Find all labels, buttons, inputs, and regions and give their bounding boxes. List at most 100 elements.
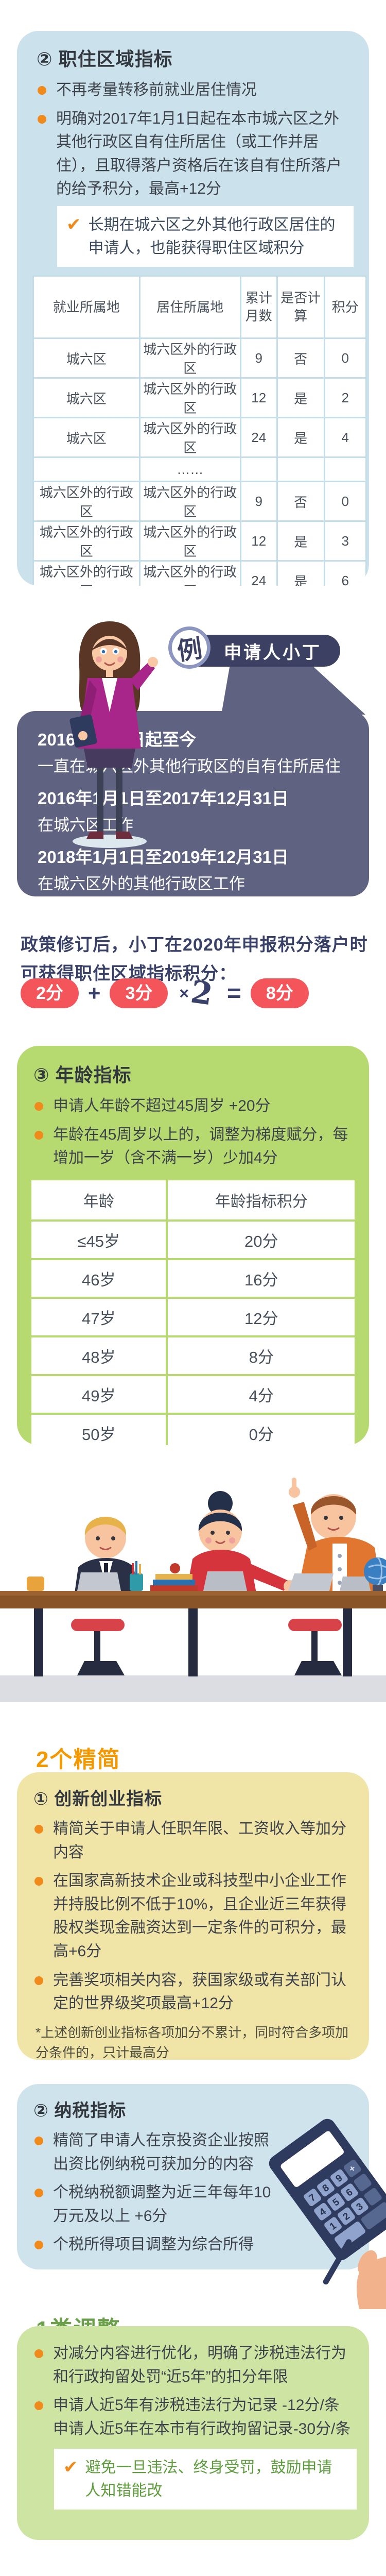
bullet-text: 对减分内容进行优化，明确了涉税违法行为和行政拘留处罚“近5年”的扣分年限 (53, 2345, 346, 2385)
tax-bullets: 精简了申请人在京投资企业按照出资比例纳税可获加分的内容 个税纳税额调整为近三年每… (29, 2129, 357, 2257)
bullet-text: 年龄在45周岁以上的，调整为梯度赋分，每增加一岁（含不满一岁）少加4分 (53, 1126, 348, 1167)
zhizhu-table: 就业所属地 居住所属地 累计月数 是否计算 积分 城六区 城六区外的行政区 9 否 0 … (32, 275, 367, 586)
cell: 否 (276, 481, 325, 522)
cell: 4 (323, 417, 367, 459)
column-header: 积分 (323, 275, 367, 340)
cell: 49岁 (29, 1374, 168, 1415)
cell: 城六区外的行政区 (138, 481, 241, 522)
policy-note: 政策修订后，小丁在2020年申报积分落户时可获得职住区域指标积分： (21, 935, 368, 984)
jingjian-heading: 2个精简 (36, 1747, 121, 1772)
equals-operator: = (226, 979, 241, 1007)
table-row: ≤45岁 20分 (29, 1219, 357, 1260)
bullet-text: 精简关于申请人任职年限、工资收入等加分内容 (53, 1820, 346, 1861)
cell: 48岁 (29, 1335, 168, 1376)
bullet-text: 完善奖项相关内容，获国家级或有关部门认定的世界级奖项最高+12分 (53, 1971, 346, 2012)
bullet-text: 申请人年龄不超过45周岁 +20分 (53, 1097, 271, 1114)
column-header: 年龄 (29, 1178, 168, 1222)
list-item: 个税所得项目调整为综合所得 (29, 2233, 290, 2257)
list-item: 申请人年龄不超过45周岁 +20分 (29, 1094, 357, 1118)
score-pill: 3分 (110, 978, 168, 1008)
cell (276, 456, 325, 483)
adjust-bullets: 对减分内容进行优化，明确了涉税违法行为和行政拘留处罚“近5年”的扣分年限 申请人… (29, 2342, 357, 2441)
cell: 0 (323, 337, 367, 379)
innovation-title: ① 创新创业指标 (33, 1789, 163, 1809)
cell: 24 (239, 560, 278, 586)
score-formula: 2分 + 3分 × 2 = 8分 (21, 974, 309, 1013)
age-table: 年龄 年龄指标积分 ≤45岁 20分 46岁 16分 47岁 12分 48岁 8分 49… (29, 1178, 357, 1445)
zhizhu-highlight-box: ✔ 长期在城六区之外其他行政区居住的申请人，也能获得职住区域积分 (57, 206, 354, 267)
zhizhu-card: ② 职住区域指标 不再考量转移前就业居住情况 明确对2017年1月1日起在本市城… (17, 31, 369, 586)
cell: 城六区外的行政区 (138, 417, 241, 459)
cell: 12 (239, 377, 278, 419)
multiplier: 2 (188, 974, 215, 1013)
table-row: …… (32, 456, 367, 483)
cell: 12 (239, 520, 278, 562)
column-header: 是否计算 (276, 275, 325, 340)
cell: 城六区外的行政区 (138, 377, 241, 419)
bullet-text: 在国家高新技术企业或科技型中小企业工作并持股比例不低于10%，且企业近三年获得股… (53, 1872, 347, 1960)
cell: 城六区 (32, 377, 141, 419)
cell: …… (138, 456, 241, 483)
innovation-card: ① 创新创业指标 精简关于申请人任职年限、工资收入等加分内容 在国家高新技术企业… (17, 1772, 369, 2060)
cell: 城六区外的行政区 (138, 337, 241, 379)
cell: 0 (323, 481, 367, 522)
zhizhu-bullets: 不再考量转移前就业居住情况 明确对2017年1月1日起在本市城六区之外其他行政区… (32, 78, 354, 201)
bullet-text: 申请人近5年有涉税违法行为记录 -12分/条 申请人近5年在本市有行政拘留记录-… (53, 2397, 351, 2437)
cell: 2 (323, 377, 367, 419)
table-row: 48岁 8分 (29, 1335, 357, 1376)
zhizhu-title: ② 职住区域指标 (37, 48, 173, 70)
table-row: 城六区外的行政区城六区外的行政区24是6 (32, 560, 367, 586)
list-item: 申请人近5年有涉税违法行为记录 -12分/条 申请人近5年在本市有行政拘留记录-… (29, 2394, 357, 2441)
score-pill: 8分 (250, 978, 309, 1008)
column-header: 居住所属地 (138, 275, 241, 340)
cell (323, 456, 367, 483)
table-row: 46岁 16分 (29, 1258, 357, 1299)
cell: 城六区 (32, 337, 141, 379)
presenter-woman-illustration (69, 621, 158, 848)
cell: 20分 (166, 1219, 357, 1260)
list-item: 精简了申请人在京投资企业按照出资比例纳税可获加分的内容 (29, 2129, 274, 2176)
list-item: 精简关于申请人任职年限、工资收入等加分内容 (29, 1817, 357, 1864)
age-bullets: 申请人年龄不超过45周岁 +20分 年龄在45周岁以上的，调整为梯度赋分，每增加… (29, 1094, 357, 1170)
table-row: 城六区外的行政区 城六区外的行政区 9 否 0 (32, 481, 367, 522)
list-item: 在国家高新技术企业或科技型中小企业工作并持股比例不低于10%，且企业近三年获得股… (29, 1869, 357, 1963)
highlight-text: 避免一旦违法、终身受罚，鼓励申请人知错能改 (85, 2459, 332, 2500)
cell: 47岁 (29, 1296, 168, 1337)
cell: 8分 (166, 1335, 357, 1376)
check-icon: ✔ (63, 2458, 78, 2478)
cell: 9 (239, 337, 278, 379)
tax-title: ② 纳税指标 (33, 2101, 127, 2121)
table-row: 城六区外的行政区 城六区外的行政区 12 是 3 (32, 520, 367, 562)
cell: 3 (323, 520, 367, 562)
score-pill: 2分 (21, 978, 79, 1008)
innovation-note: *上述创新创业指标各项加分不累计，同时符合多项加分条件的，只计最高分 (36, 2024, 349, 2060)
check-icon: ✔ (66, 214, 81, 234)
list-item: 对减分内容进行优化，明确了涉税违法行为和行政拘留处罚“近5年”的扣分年限 (29, 2342, 357, 2388)
cell: 12分 (166, 1296, 357, 1337)
example-circle-icon: 例 (165, 623, 214, 672)
age-title: ③ 年龄指标 (33, 1064, 132, 1086)
table-row: 城六区 城六区外的行政区 12 是 2 (32, 377, 367, 419)
highlight-text: 长期在城六区之外其他行政区居住的申请人，也能获得职住区域积分 (88, 216, 336, 257)
table-row: 49岁 4分 (29, 1374, 357, 1415)
table-header-row: 就业所属地 居住所属地 累计月数 是否计算 积分 (32, 275, 367, 340)
column-header: 累计月数 (239, 275, 278, 340)
cell: 4分 (166, 1374, 357, 1415)
times-operator: × (179, 984, 189, 1003)
column-header: 就业所属地 (32, 275, 141, 340)
example-line: 2018年1月1日至2019年12月31日 (38, 848, 289, 867)
solicit-brush-char: 征 (110, 2562, 171, 2576)
bullet-text: 明确对2017年1月1日起在本市城六区之外其他行政区自有住所居住（或工作并居住）… (56, 110, 342, 198)
cell: 9 (239, 481, 278, 522)
list-item: 明确对2017年1月1日起在本市城六区之外其他行政区自有住所居住（或工作并居住）… (32, 107, 354, 201)
table-header-row: 年龄 年龄指标积分 (29, 1178, 357, 1222)
cell: 24 (239, 417, 278, 459)
example-line: 在城六区外的其他行政区工作 (38, 875, 245, 893)
cell (32, 456, 141, 483)
table-row: 47岁 12分 (29, 1296, 357, 1337)
cell: 是 (276, 560, 325, 586)
column-header: 年龄指标积分 (166, 1178, 357, 1222)
cell: 城六区外的行政区 (138, 560, 241, 586)
bullet-text: 不再考量转移前就业居住情况 (56, 81, 257, 98)
